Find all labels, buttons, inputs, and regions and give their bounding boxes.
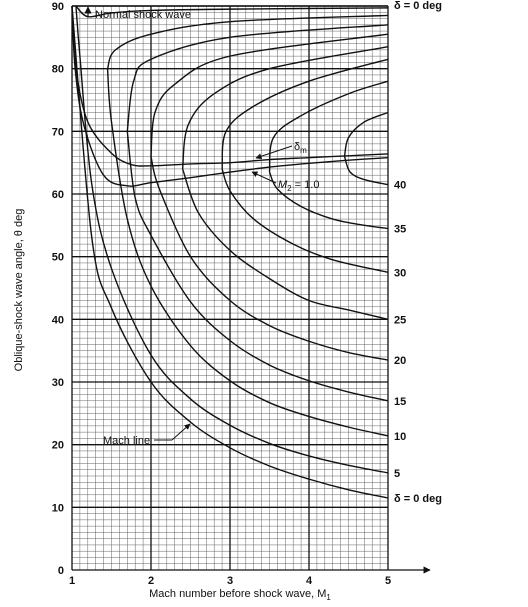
y-tick-label: 10 <box>52 502 64 514</box>
series-weak-branch-6 <box>221 168 389 274</box>
series-strong-branch-8 <box>343 111 389 157</box>
reference-line-0 <box>71 5 389 167</box>
series-strong-branch-3 <box>126 24 389 132</box>
x-tick-label: 5 <box>385 575 391 587</box>
series-label-3: 15 <box>394 396 406 408</box>
y-tick-label: 50 <box>52 252 64 264</box>
mach-line-annotation: Mach line <box>103 423 191 447</box>
series-label-2: 10 <box>394 431 406 443</box>
series-strong-branch-4 <box>150 33 389 157</box>
series-strong-branch-5 <box>181 46 389 170</box>
normal-shock-annotation: Normal shock wave <box>84 6 191 21</box>
series-label-6: 30 <box>394 267 406 279</box>
y-tick-label: 30 <box>52 377 64 389</box>
x-tick-label: 3 <box>227 575 233 587</box>
x-tick-label: 1 <box>69 575 75 587</box>
y-axis-label: Oblique-shock wave angle, θ deg <box>13 209 25 372</box>
series-labels: δ = 0 deg δ = 0 deg 5 10 15 20 25 30 35 40 <box>394 0 442 505</box>
series-label-5: 25 <box>394 314 406 326</box>
series-weak-branch-8 <box>343 156 389 186</box>
normal-shock-label: Normal shock wave <box>95 9 191 21</box>
y-tick-label: 40 <box>52 314 64 326</box>
delta-m-annotation: δm <box>255 141 307 160</box>
reference-line-1 <box>71 5 389 187</box>
y-tick-label: 60 <box>52 189 64 201</box>
x-axis-label: Mach number before shock wave, M1 <box>149 588 331 602</box>
y-tick-label: 80 <box>52 64 64 76</box>
series-weak-branch-5 <box>181 168 389 321</box>
mach-line-label: Mach line <box>103 435 150 447</box>
series-label-0: δ = 0 deg <box>394 493 442 505</box>
y-tick-label: 90 <box>52 1 64 13</box>
y-tick-label: 20 <box>52 440 64 452</box>
series-weak-branch-0 <box>71 5 389 499</box>
series-strong-branch-7 <box>268 80 389 173</box>
series-weak-branch-1 <box>75 5 389 474</box>
x-tick-label: 2 <box>148 575 154 587</box>
series-label-4: 20 <box>394 355 406 367</box>
series-weak-branch-2 <box>106 68 389 437</box>
x-tick-label: 4 <box>306 575 313 587</box>
series-weak-branch-7 <box>268 171 389 230</box>
y-tick-label: 0 <box>58 565 64 577</box>
series-label-7: 35 <box>394 224 406 236</box>
series-label-1: 5 <box>394 468 400 480</box>
delta-m-label: δm <box>294 141 307 155</box>
reference-lines <box>71 5 389 187</box>
series-label-top-0: δ = 0 deg <box>394 0 442 12</box>
series-label-8: 40 <box>394 180 406 192</box>
m2-label: M2 = 1.0 <box>278 179 319 193</box>
series-weak-branch-3 <box>126 131 389 402</box>
series-weak-branch-4 <box>150 156 389 361</box>
series-strong-branch-6 <box>221 58 389 170</box>
y-tick-label: 70 <box>52 126 64 138</box>
deflection-curves <box>71 5 389 499</box>
m2-annotation: M2 = 1.0 <box>251 171 319 193</box>
series-strong-branch-2 <box>106 14 389 69</box>
